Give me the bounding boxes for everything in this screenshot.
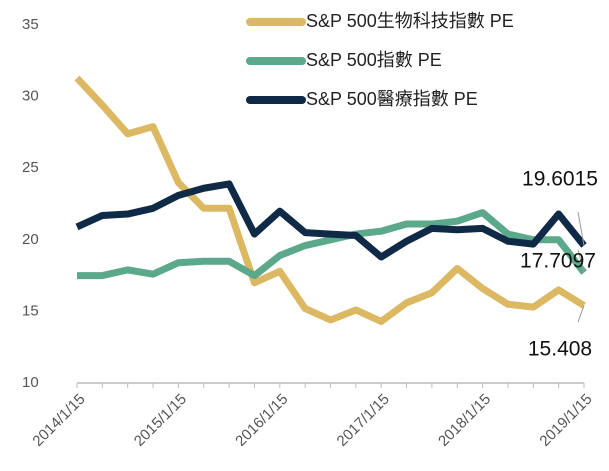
legend-label: S&P 500指數 PE xyxy=(306,50,442,70)
series-line xyxy=(74,75,586,325)
x-tick-label: 2018/1/15 xyxy=(435,391,494,450)
y-tick-label: 20 xyxy=(22,231,39,248)
leader-line xyxy=(577,249,585,273)
legend-label: S&P 500生物科技指數 PE xyxy=(306,11,514,31)
x-tick-label: 2016/1/15 xyxy=(232,391,291,450)
data-label: 17.7097 xyxy=(520,250,596,273)
series-line xyxy=(77,209,587,280)
y-tick-label: 35 xyxy=(22,16,39,33)
legend-label: S&P 500醫療指數 PE xyxy=(306,89,478,109)
x-tick-label: 2017/1/15 xyxy=(334,391,393,450)
leader-line xyxy=(577,211,585,246)
series-line xyxy=(75,180,587,261)
y-tick-label: 10 xyxy=(22,374,39,391)
y-tick-label: 25 xyxy=(22,159,39,176)
y-tick-label: 30 xyxy=(22,88,39,105)
x-tick-label: 2015/1/15 xyxy=(131,391,190,450)
data-label: 15.408 xyxy=(528,338,592,361)
x-tick-label: 2019/1/15 xyxy=(536,391,595,450)
data-label: 19.6015 xyxy=(522,168,598,191)
leader-line xyxy=(577,305,585,323)
x-tick-label: 2014/1/15 xyxy=(29,391,88,450)
y-tick-label: 15 xyxy=(22,302,39,319)
